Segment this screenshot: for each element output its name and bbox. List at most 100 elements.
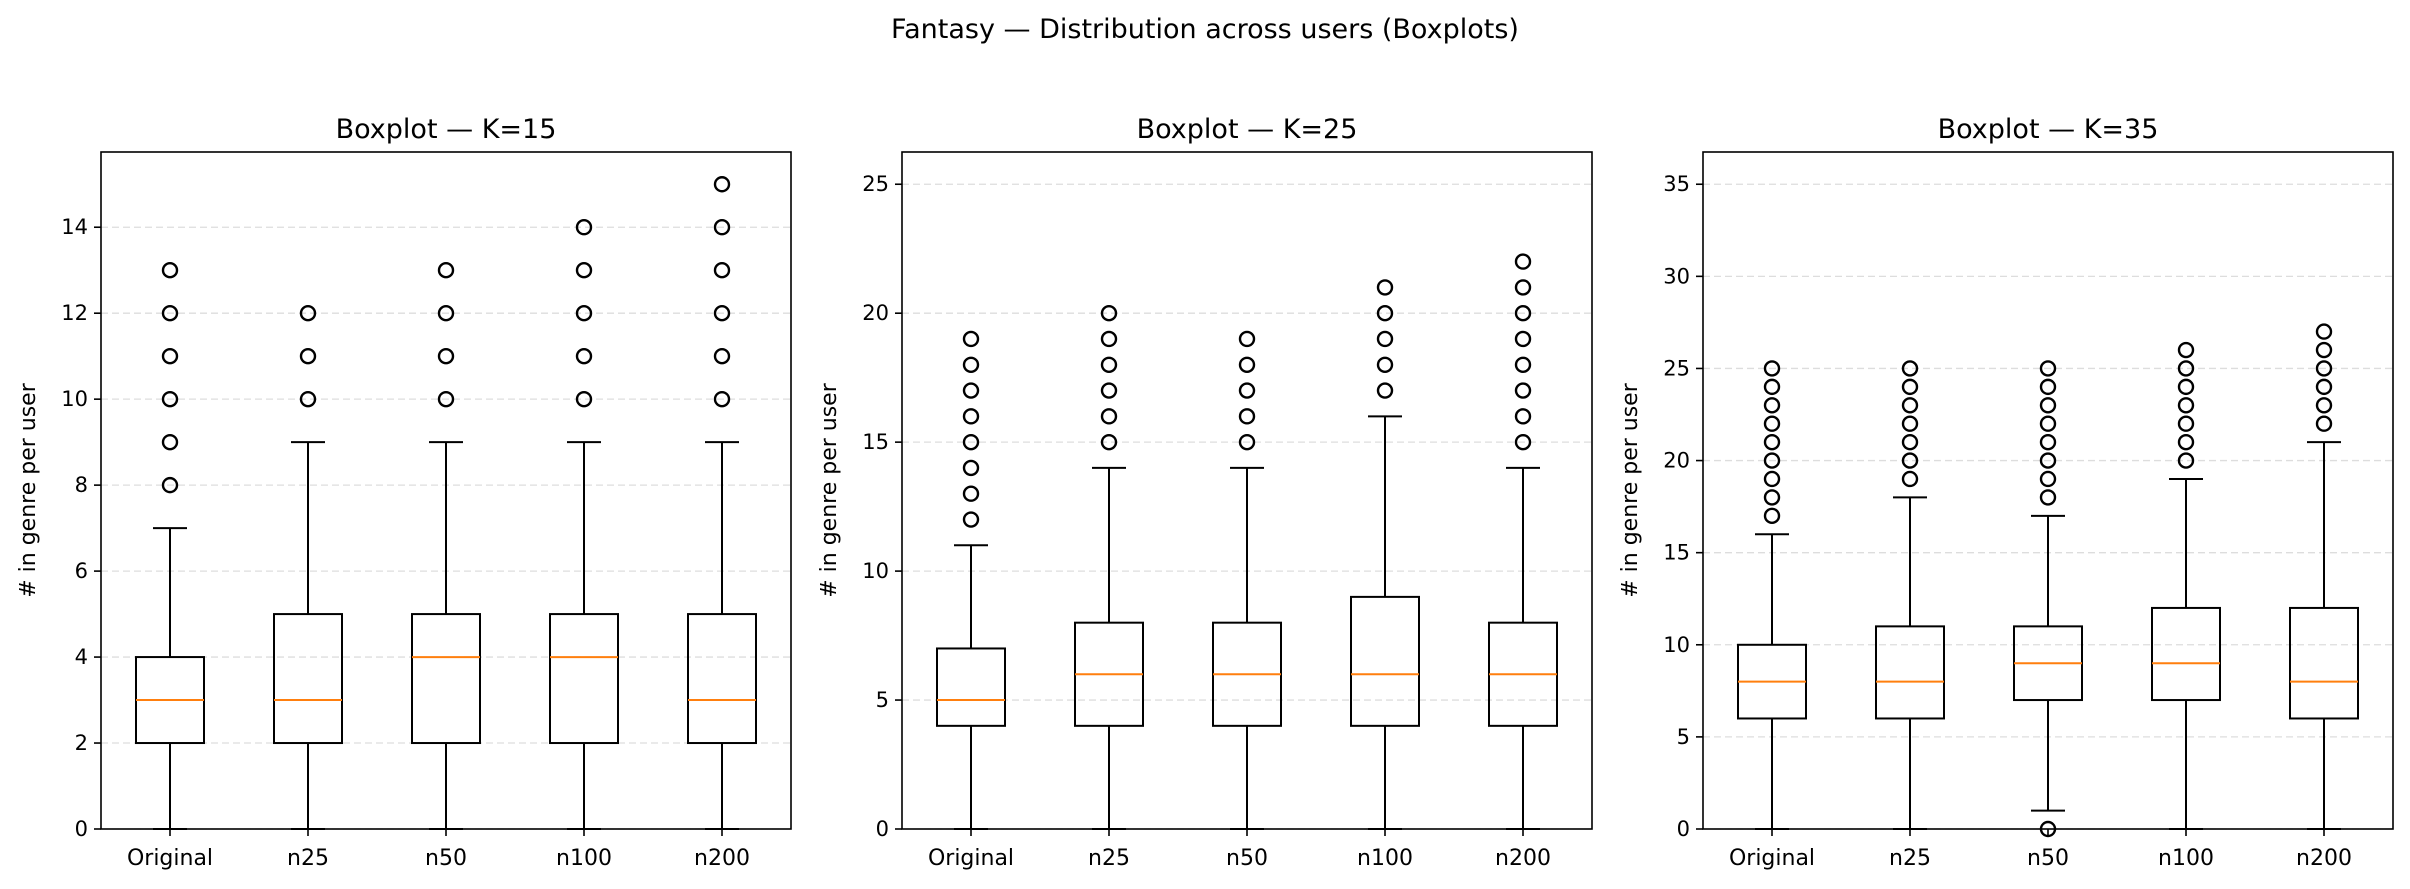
- box-original: [135, 262, 205, 830]
- y-tick-label: 8: [75, 473, 88, 497]
- x-tick-label: Original: [1729, 846, 1815, 871]
- box-n50: [411, 262, 481, 830]
- outlier-point: [2315, 360, 2333, 377]
- y-tick-label: 10: [862, 559, 889, 583]
- outlier-point: [962, 356, 980, 373]
- outlier-point: [2039, 415, 2057, 432]
- outlier-point: [1763, 360, 1781, 377]
- x-tick-label: n25: [1088, 846, 1130, 871]
- outlier-point: [1901, 452, 1919, 469]
- y-tick-label: 15: [862, 430, 889, 454]
- outlier-point: [2177, 397, 2195, 414]
- outlier-point: [713, 347, 731, 365]
- outlier-point: [1514, 330, 1532, 348]
- y-tick-label: 35: [1663, 172, 1690, 196]
- outlier-point: [1901, 378, 1919, 396]
- outlier-point: [1763, 378, 1781, 396]
- outlier-point: [713, 304, 731, 322]
- outlier-point: [161, 347, 179, 365]
- outlier-point: [1376, 330, 1394, 348]
- outlier-point: [161, 433, 179, 451]
- y-tick-label: 0: [75, 817, 88, 841]
- outlier-point: [2315, 378, 2333, 396]
- x-tick-label: n50: [1226, 846, 1268, 871]
- outlier-point: [299, 347, 317, 365]
- panel-title: Boxplot — K=15: [336, 114, 557, 145]
- outlier-point: [2315, 341, 2333, 359]
- outlier-point: [2039, 489, 2057, 506]
- outlier-point: [1376, 304, 1394, 322]
- x-tick-label: n25: [1889, 846, 1931, 871]
- outlier-point: [1100, 304, 1118, 322]
- outlier-point: [1901, 360, 1919, 377]
- x-tick-label: n100: [1357, 846, 1413, 871]
- outlier-point: [1376, 356, 1394, 373]
- x-tick-label: n200: [1495, 846, 1551, 871]
- outlier-point: [575, 390, 593, 408]
- y-tick-label: 0: [876, 817, 889, 841]
- outlier-point: [1376, 279, 1394, 296]
- outlier-point: [2315, 397, 2333, 414]
- x-tick-label: n200: [694, 846, 750, 871]
- outlier-point: [437, 347, 455, 365]
- box-n25: [1875, 360, 1945, 830]
- outlier-point: [161, 476, 179, 494]
- outlier-point: [2039, 470, 2057, 488]
- outlier-point: [2315, 415, 2333, 432]
- outlier-point: [1901, 415, 1919, 432]
- boxplot-panel-2: 0 5 10 15 20 25 Original n25 n50 n100 n200 Boxplot …: [817, 114, 1593, 871]
- outlier-point: [1901, 433, 1919, 451]
- iqr-box: [687, 613, 757, 745]
- outlier-point: [2315, 323, 2333, 340]
- box-n100: [1350, 279, 1420, 830]
- y-tick-label: 6: [75, 559, 88, 583]
- y-tick-label: 12: [61, 301, 88, 325]
- outlier-point: [1514, 279, 1532, 296]
- x-tick-label: n50: [2027, 846, 2069, 871]
- outlier-point: [962, 382, 980, 399]
- outlier-point: [1763, 489, 1781, 506]
- box-n100: [549, 219, 619, 830]
- outlier-point: [437, 304, 455, 322]
- outlier-point: [2177, 452, 2195, 469]
- x-tick-label: n50: [425, 846, 467, 871]
- outlier-point: [1763, 507, 1781, 525]
- outlier-point: [1238, 433, 1256, 451]
- outlier-point: [161, 390, 179, 408]
- box-n25: [273, 304, 343, 830]
- boxplot-panel-3: 0 5 10 15 20 25 30 35 Original n25 n50 n100 n200 Boxp…: [1618, 114, 2394, 871]
- outlier-point: [1514, 408, 1532, 425]
- outlier-point: [1100, 382, 1118, 399]
- outlier-point: [2039, 378, 2057, 396]
- outlier-point: [1763, 415, 1781, 432]
- box-n50: [1212, 330, 1282, 830]
- y-tick-label: 10: [1663, 633, 1690, 657]
- outlier-point: [299, 304, 317, 322]
- y-axis-label: # in genre per user: [817, 382, 842, 597]
- x-tick-label: Original: [127, 846, 213, 871]
- outlier-point: [1100, 330, 1118, 348]
- outlier-point: [2177, 415, 2195, 432]
- y-axis-label: # in genre per user: [1618, 382, 1643, 597]
- outlier-point: [962, 330, 980, 348]
- outlier-point: [1238, 382, 1256, 399]
- outlier-point: [962, 485, 980, 502]
- outlier-point: [2039, 452, 2057, 469]
- outlier-point: [2039, 360, 2057, 377]
- outlier-point: [962, 433, 980, 451]
- outlier-point: [713, 176, 731, 193]
- y-tick-label: 25: [1663, 356, 1690, 380]
- x-tick-label: Original: [928, 846, 1014, 871]
- outlier-point: [161, 304, 179, 322]
- iqr-box: [2151, 606, 2221, 702]
- outlier-point: [962, 511, 980, 528]
- box-original: [1737, 360, 1807, 830]
- box-n200: [2289, 323, 2359, 830]
- y-tick-label: 14: [61, 215, 88, 239]
- box-n100: [2151, 341, 2221, 830]
- box-n25: [1074, 304, 1144, 830]
- panel-title: Boxplot — K=35: [1938, 114, 2159, 145]
- outlier-point: [1763, 433, 1781, 451]
- y-tick-label: 15: [1663, 541, 1690, 565]
- outlier-point: [161, 262, 179, 279]
